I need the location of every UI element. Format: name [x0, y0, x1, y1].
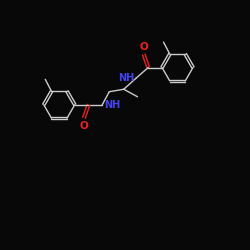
Text: O: O — [140, 42, 148, 51]
Text: NH: NH — [118, 73, 134, 83]
Text: O: O — [80, 121, 88, 131]
Text: NH: NH — [104, 100, 120, 110]
